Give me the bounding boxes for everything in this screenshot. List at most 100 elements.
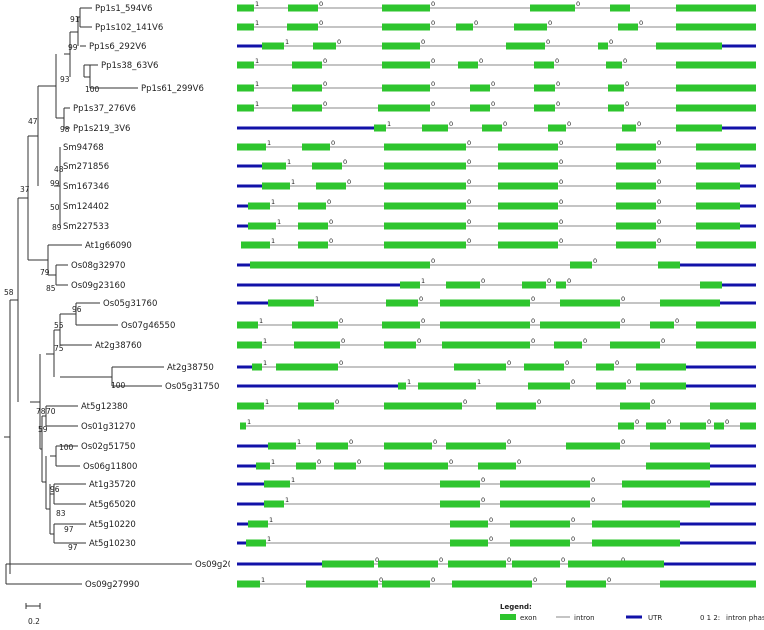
exon-block — [374, 124, 386, 132]
intron-phase-label: 1 — [285, 496, 289, 504]
utr-segment — [686, 384, 756, 388]
tip-label: Sm271856 — [63, 162, 109, 172]
exon-block — [646, 422, 666, 430]
intron-phase-label: 0 — [467, 237, 471, 245]
intron-phase-label: 0 — [621, 556, 625, 564]
exon-block — [522, 281, 546, 289]
intron-phase-label: 0 — [533, 576, 537, 584]
intron-phase-label: 0 — [463, 398, 467, 406]
exon-block — [248, 520, 268, 528]
bootstrap-value: 99 — [50, 179, 60, 188]
intron-phase-label: 0 — [576, 0, 580, 8]
exon-block — [313, 42, 336, 50]
exon-block — [237, 321, 258, 329]
intron-phase-label: 0 — [639, 19, 643, 27]
exon-block — [294, 341, 340, 349]
intron-phase-label: 1 — [297, 438, 301, 446]
intron-phase-label: 0 — [327, 198, 331, 206]
bootstrap-value: 37 — [20, 185, 30, 194]
exon-block — [384, 182, 466, 190]
bootstrap-value: 91 — [70, 15, 80, 24]
exon-block — [237, 4, 254, 12]
intron-phase-label: 1 — [271, 458, 275, 466]
exon-block — [618, 422, 634, 430]
legend: Legend: exon intron UTR 0 1 2: intron phase — [500, 603, 764, 622]
utr-segment — [710, 502, 756, 506]
intron-phase-label: 1 — [263, 359, 267, 367]
exon-block — [398, 382, 406, 390]
intron-phase-label: 1 — [291, 476, 295, 484]
exon-block — [592, 539, 680, 547]
intron-phase-label: 0 — [625, 80, 629, 88]
intron-phase-label: 0 — [517, 458, 521, 466]
exon-block — [618, 23, 638, 31]
tip-label: At1g35720 — [89, 480, 136, 490]
gene-structure-row: 1 0 0 0 0 — [237, 120, 756, 132]
exon-block — [676, 23, 756, 31]
gene-structure-row: 1 0 0 0 0 — [237, 198, 756, 210]
intron-phase-label: 0 — [339, 317, 343, 325]
exon-block — [616, 222, 656, 230]
exon-block — [534, 104, 555, 112]
intron-phase-label: 1 — [263, 337, 267, 345]
exon-block — [640, 382, 686, 390]
exon-block — [382, 42, 420, 50]
exon-block — [556, 281, 566, 289]
intron-phase-label: 1 — [269, 516, 273, 524]
exon-block — [656, 42, 722, 50]
utr-segment — [237, 365, 252, 369]
bootstrap-value: 97 — [68, 543, 78, 552]
exon-block — [622, 480, 710, 488]
exon-block — [237, 61, 254, 69]
exon-block — [616, 241, 656, 249]
tip-label: Pp1s38_63V6 — [101, 61, 158, 71]
utr-segment — [722, 283, 756, 287]
exon-block — [530, 4, 575, 12]
utr-segment — [740, 184, 756, 188]
intron-phase-label: 1 — [255, 100, 259, 108]
exon-block — [276, 363, 338, 371]
tip-label: Sm124402 — [63, 202, 109, 212]
intron-phase-label: 0 — [675, 317, 679, 325]
exon-block — [384, 202, 466, 210]
exon-block — [676, 61, 756, 69]
intron-phase-label: 0 — [379, 576, 383, 584]
bootstrap-value: 47 — [28, 117, 38, 126]
bootstrap-value: 89 — [52, 223, 62, 232]
exon-block — [534, 61, 554, 69]
bootstrap-value: 98 — [60, 125, 70, 134]
gene-structure-row: 1 0 0 0 0 — [237, 38, 756, 50]
intron-phase-label: 0 — [657, 178, 661, 186]
exon-block — [680, 422, 706, 430]
utr-segment — [237, 184, 262, 188]
exon-block — [512, 560, 560, 568]
exon-block — [696, 241, 756, 249]
intron-phase-label: 1 — [267, 139, 271, 147]
exon-block — [446, 281, 480, 289]
intron-phase-label: 1 — [255, 57, 259, 65]
legend-intron-label: intron — [574, 614, 595, 622]
bootstrap-value: 50 — [50, 203, 60, 212]
intron-phase-label: 0 — [548, 19, 552, 27]
gene-structure-row: 1 1 0 0 — [237, 378, 756, 390]
exon-block — [446, 442, 506, 450]
utr-segment — [237, 224, 248, 228]
exon-block — [506, 42, 545, 50]
exon-block — [316, 442, 348, 450]
exon-block — [252, 363, 262, 371]
utr-segment — [237, 384, 398, 388]
bootstrap-value: 100 — [85, 85, 100, 94]
utr-segment — [710, 464, 756, 468]
intron-phase-label: 0 — [343, 158, 347, 166]
tip-label: Pp1s219_3V6 — [73, 124, 130, 134]
gene-structure-row: 1 0 0 0 0 — [237, 576, 756, 588]
exon-block — [568, 560, 620, 568]
intron-phase-label: 0 — [323, 57, 327, 65]
exon-block — [540, 321, 620, 329]
tip-label: Os01g31270 — [81, 422, 135, 432]
exon-block — [268, 299, 314, 307]
bootstrap-value: 96 — [50, 485, 60, 494]
intron-phase-label: 1 — [477, 378, 481, 386]
exon-block — [382, 321, 420, 329]
